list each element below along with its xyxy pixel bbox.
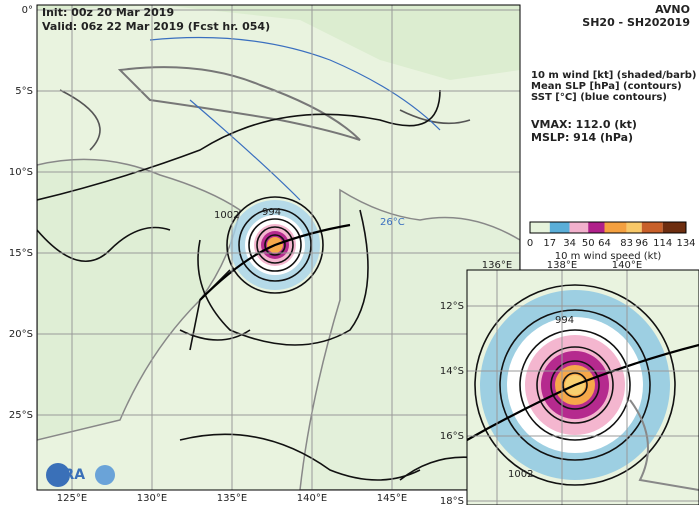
colorbar-tick: 50 [582, 238, 595, 249]
lon-label: 125°E [57, 493, 87, 504]
inset-lat-label: 18°S [440, 496, 464, 505]
inset-lat-label: 12°S [440, 301, 464, 312]
inset-lat-label: 14°S [440, 366, 464, 377]
mslp: MSLP: 914 (hPa) [531, 131, 633, 144]
contour-label: 994 [262, 207, 281, 218]
lat-label: 25°S [9, 410, 33, 421]
legend-line: Mean SLP [hPa] (contours) [531, 81, 682, 92]
colorbar-frame [529, 221, 687, 234]
lon-label: 140°E [297, 493, 327, 504]
inset-lon-label: 138°E [547, 260, 577, 271]
main-map: 1002 994 26°C CIRA [37, 5, 520, 490]
colorbar-segment [626, 222, 642, 233]
colorbar-segment [588, 222, 605, 233]
lon-label: 130°E [137, 493, 167, 504]
inset-lon-label: 136°E [482, 260, 512, 271]
inset-lat-label: 16°S [440, 431, 464, 442]
colorbar-segment [549, 222, 570, 233]
lat-label: 5°S [15, 86, 33, 97]
colorbar-tick: 0 [527, 238, 533, 249]
legend-line: SST [°C] (blue contours) [531, 92, 667, 103]
lat-label: 15°S [9, 248, 33, 259]
contour-label: 26°C [380, 217, 405, 228]
colorbar-tick: 134 [676, 238, 695, 249]
colorbar-tick: 64 [598, 238, 611, 249]
valid: Valid: 06z 22 Mar 2019 (Fcst hr. 054) [42, 20, 270, 33]
contour-label: 994 [555, 315, 574, 326]
lat-label: 10°S [9, 167, 33, 178]
lat-label: 20°S [9, 329, 33, 340]
inset-lon-label: 140°E [612, 260, 642, 271]
colorbar-tick: 17 [543, 238, 556, 249]
colorbar-tick: 83 [620, 238, 633, 249]
lat-label: 0° [22, 5, 33, 16]
lon-label: 135°E [217, 493, 247, 504]
inset-map: 994 1002 [467, 270, 699, 505]
logo: CIRA [48, 467, 85, 483]
init: Init: 00z 20 Mar 2019 [42, 6, 174, 19]
logo-icon [95, 465, 115, 485]
colorbar-segment [662, 222, 686, 233]
colorbar-segment [604, 222, 627, 233]
legend-line: 10 m wind [kt] (shaded/barb) [531, 70, 696, 81]
colorbar-segment [641, 222, 663, 233]
colorbar-label: 10 m wind speed (kt) [555, 251, 662, 262]
colorbar-tick: 34 [563, 238, 576, 249]
colorbar-segment [530, 222, 550, 233]
lon-label: 145°E [377, 493, 407, 504]
contour-label: 1002 [508, 469, 533, 480]
map-frame [36, 4, 521, 491]
vmax: VMAX: 112.0 (kt) [531, 118, 637, 131]
inset-frame [466, 269, 699, 505]
colorbar-tick: 96 [635, 238, 648, 249]
logo-icon [46, 463, 70, 487]
model: AVNO [655, 3, 690, 16]
colorbar-tick: 114 [653, 238, 672, 249]
contour-label: 1002 [214, 210, 239, 221]
storm-id: SH20 - SH202019 [582, 16, 690, 29]
colorbar-segment [569, 222, 589, 233]
